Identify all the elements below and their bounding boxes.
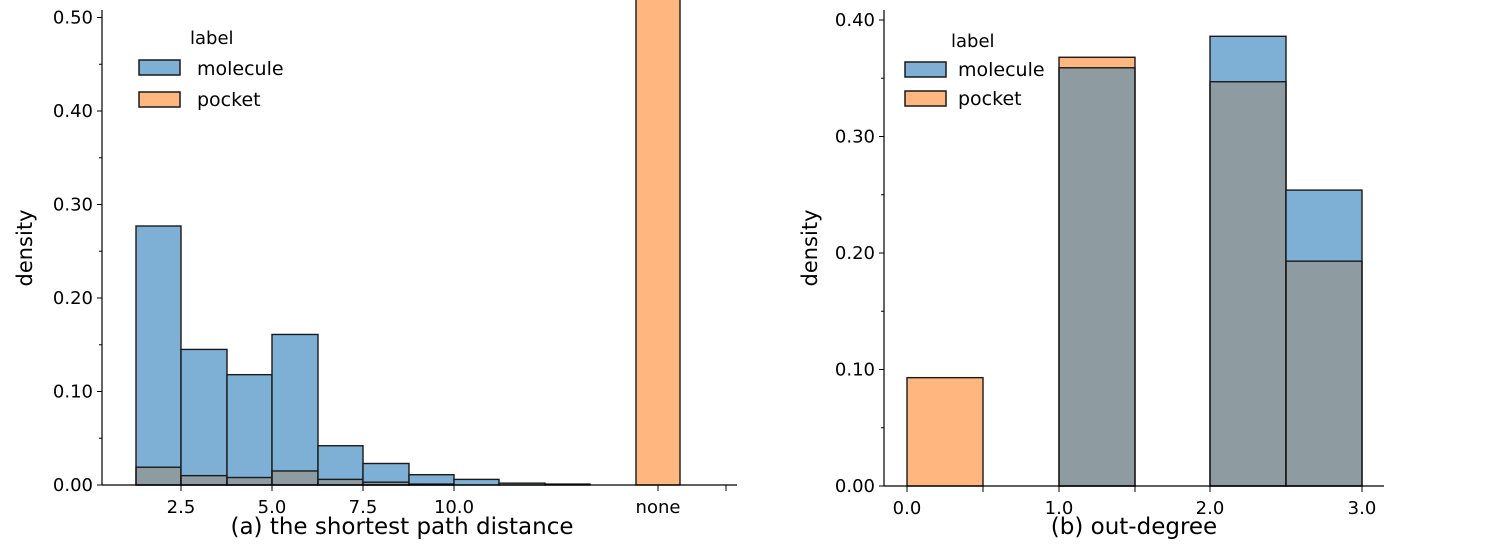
panel-b-ylabel: density	[798, 210, 822, 287]
panel-a-bar-molecule	[499, 483, 545, 485]
panel-a-bar-molecule	[181, 349, 227, 476]
panel-a-bar-overlap	[318, 479, 363, 485]
panel-b-x-tick-label: 2.0	[1196, 498, 1225, 519]
panel-a-bar-molecule	[272, 334, 318, 471]
panel-a-bar-molecule	[363, 463, 409, 483]
panel-b-legend-label-molecule: molecule	[958, 59, 1045, 81]
panel-b-bar-overlap	[1286, 261, 1362, 486]
panel-b-x-tick-label: 1.0	[1045, 498, 1074, 519]
panel-a-caption: (a) the shortest path distance	[230, 514, 573, 540]
panel-b-legend-swatch-pocket	[904, 90, 947, 107]
panel-a-bar-pocket	[636, 0, 680, 485]
panel-a-y-tick-label: 0.00	[53, 475, 93, 496]
panel-a-bar-overlap	[272, 470, 318, 485]
panel-a-x-tick-label: 7.5	[349, 497, 378, 518]
panel-a-x-tick-label: 2.5	[167, 497, 196, 518]
panel-a-y-tick-label: 0.40	[53, 101, 93, 122]
panel-a-bar-overlap	[136, 467, 181, 485]
panel-b-bar-molecule	[1286, 190, 1362, 262]
panel-a-legend-title: label	[190, 28, 234, 49]
panel-b-legend-swatch-molecule	[904, 61, 947, 78]
panel-b-bars	[906, 35, 1363, 487]
panel-a-bar-overlap	[363, 482, 409, 485]
panel-a-y-tick-label: 0.10	[53, 382, 93, 403]
panel-a-legend-swatch-pocket	[138, 91, 181, 108]
panel-b-legend-title: label	[951, 31, 995, 52]
panel-a-legend-label-pocket: pocket	[197, 89, 261, 111]
panel-a-x-tick-label: 5.0	[258, 497, 287, 518]
panel-a-legend-label-molecule: molecule	[197, 58, 284, 80]
panel-a-bar-molecule	[227, 374, 272, 478]
panel-b-x-tick-label: 3.0	[1348, 498, 1377, 519]
panel-b-bar-pocket	[907, 377, 983, 486]
panel-b-bar-pocket	[1059, 57, 1135, 68]
panel-b-bar-overlap	[1059, 67, 1135, 486]
panel-b-x-tick-label: 0.0	[893, 498, 922, 519]
panel-b-legend: label molecule pocket	[904, 31, 1045, 110]
panel-a-bar-molecule	[136, 226, 181, 468]
panel-a-bar-molecule	[318, 445, 363, 480]
panel-b-y-tick-label: 0.00	[835, 476, 875, 497]
panel-b-y-tick-label: 0.10	[835, 360, 875, 381]
panel-a-y-tick-label: 0.20	[53, 288, 93, 309]
panel-b: density 0.00 0.10 0.20 0.30 0.40 0.0 1.0 2.0 3.0…	[798, 10, 1384, 540]
panel-b-bar-molecule	[1210, 36, 1286, 82]
panel-a-bar-overlap	[227, 477, 272, 485]
panel-a-axes: 0.000.100.200.300.400.500.600.702.55.07.…	[53, 8, 737, 518]
panel-a-bar-molecule	[454, 479, 499, 485]
panel-b-legend-label-pocket: pocket	[958, 88, 1022, 110]
panel-a-bar-molecule	[409, 474, 454, 485]
panel-b-caption: (b) out-degree	[1051, 514, 1217, 540]
panel-b-y-tick-label: 0.40	[835, 10, 875, 31]
panel-b-bar-overlap	[1210, 81, 1286, 487]
panel-b-axes: 0.00 0.10 0.20 0.30 0.40 0.0 1.0 2.0 3.0	[835, 10, 1384, 519]
panel-b-y-tick-label: 0.30	[835, 127, 875, 148]
panel-a-x-tick-label: none	[636, 497, 681, 518]
panel-b-y-tick-label: 0.20	[835, 243, 875, 264]
panel-a-bars	[135, 0, 681, 486]
panel-a-legend-swatch-molecule	[138, 59, 181, 76]
panel-a-y-tick-label: 0.50	[53, 8, 93, 29]
panel-a-bar-overlap	[181, 475, 227, 485]
panel-a-y-tick-label: 0.30	[53, 195, 93, 216]
panel-a-ylabel: density	[13, 210, 37, 287]
panel-a-x-tick-label: 10.0	[434, 497, 474, 518]
panel-a-legend: label molecule pocket	[138, 28, 284, 111]
panel-a: density 0.000.100.200.300.400.500.600.70…	[13, 0, 737, 540]
